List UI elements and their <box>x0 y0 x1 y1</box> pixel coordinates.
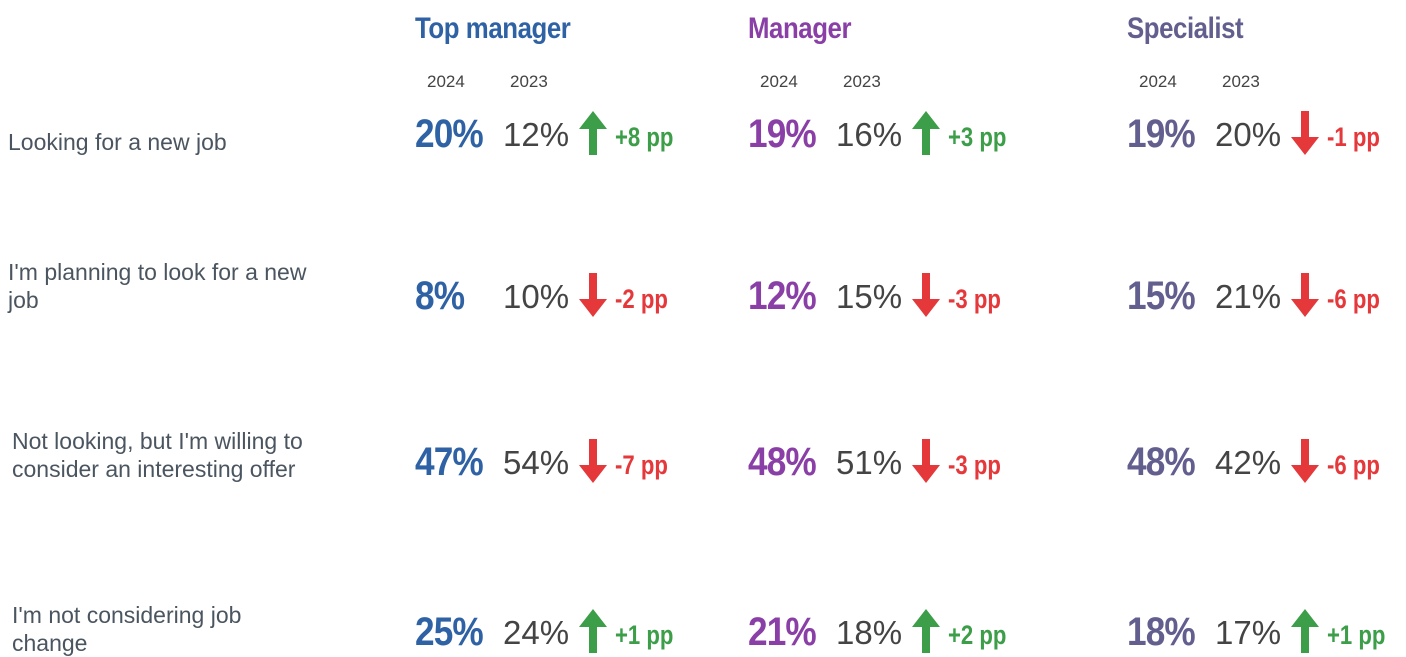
change-value: -6 pp <box>1327 450 1380 480</box>
change-value: -6 pp <box>1327 284 1380 314</box>
arrow-shape <box>579 111 607 155</box>
current-value: 19% <box>1127 112 1196 156</box>
arrow-shape <box>912 609 940 653</box>
previous-value: 18% <box>836 614 903 651</box>
previous-value: 17% <box>1215 614 1282 651</box>
arrow-shape <box>1291 273 1319 317</box>
arrow-shape <box>1291 609 1319 653</box>
current-value: 18% <box>1127 610 1196 654</box>
row-label: I'm not considering job change <box>12 602 242 656</box>
change-value: +1 pp <box>1327 620 1386 650</box>
arrow-shape <box>912 111 940 155</box>
arrow-up <box>579 609 607 653</box>
change-value: +8 pp <box>615 122 674 152</box>
previous-value: 24% <box>503 614 570 651</box>
row-label: I'm planning to look for a new job <box>8 259 307 313</box>
arrow-shape <box>912 273 940 317</box>
year-label: 2023 <box>1222 72 1260 91</box>
previous-value: 10% <box>503 278 570 315</box>
arrow-up <box>912 111 940 155</box>
year-label: 2023 <box>510 72 548 91</box>
year-label: 2024 <box>760 72 798 91</box>
row-label: Looking for a new job <box>8 129 227 155</box>
year-label: 2024 <box>1139 72 1177 91</box>
arrow-up <box>912 609 940 653</box>
previous-value: 51% <box>836 444 903 481</box>
current-value: 48% <box>1127 440 1196 484</box>
previous-value: 12% <box>503 116 570 153</box>
current-value: 47% <box>415 440 484 484</box>
current-value: 25% <box>415 610 484 654</box>
arrow-shape <box>1291 111 1319 155</box>
change-value: -2 pp <box>615 284 668 314</box>
year-label: 2023 <box>843 72 881 91</box>
arrow-down <box>912 439 940 483</box>
arrow-shape <box>579 609 607 653</box>
change-value: -1 pp <box>1327 122 1380 152</box>
group-title: Manager <box>748 12 852 45</box>
previous-value: 21% <box>1215 278 1282 315</box>
previous-value: 16% <box>836 116 903 153</box>
current-value: 12% <box>748 274 817 318</box>
previous-value: 42% <box>1215 444 1282 481</box>
change-value: -7 pp <box>615 450 668 480</box>
current-value: 19% <box>748 112 817 156</box>
change-value: -3 pp <box>948 284 1001 314</box>
current-value: 21% <box>748 610 817 654</box>
arrow-down <box>912 273 940 317</box>
previous-value: 54% <box>503 444 570 481</box>
arrow-down <box>579 273 607 317</box>
arrow-down <box>1291 439 1319 483</box>
year-label: 2024 <box>427 72 465 91</box>
previous-value: 15% <box>836 278 903 315</box>
arrow-down <box>1291 273 1319 317</box>
arrow-shape <box>1291 439 1319 483</box>
arrow-up <box>1291 609 1319 653</box>
arrow-shape <box>579 273 607 317</box>
current-value: 20% <box>415 112 484 156</box>
change-value: +2 pp <box>948 620 1007 650</box>
current-value: 15% <box>1127 274 1196 318</box>
current-value: 48% <box>748 440 817 484</box>
change-value: -3 pp <box>948 450 1001 480</box>
previous-value: 20% <box>1215 116 1282 153</box>
change-value: +1 pp <box>615 620 674 650</box>
group-title: Specialist <box>1127 12 1244 45</box>
arrow-down <box>579 439 607 483</box>
group-title: Top manager <box>415 12 571 45</box>
arrow-down <box>1291 111 1319 155</box>
arrow-up <box>579 111 607 155</box>
row-label: Not looking, but I'm willing to consider… <box>12 428 303 482</box>
current-value: 8% <box>415 274 465 318</box>
change-value: +3 pp <box>948 122 1007 152</box>
arrow-shape <box>912 439 940 483</box>
arrow-shape <box>579 439 607 483</box>
